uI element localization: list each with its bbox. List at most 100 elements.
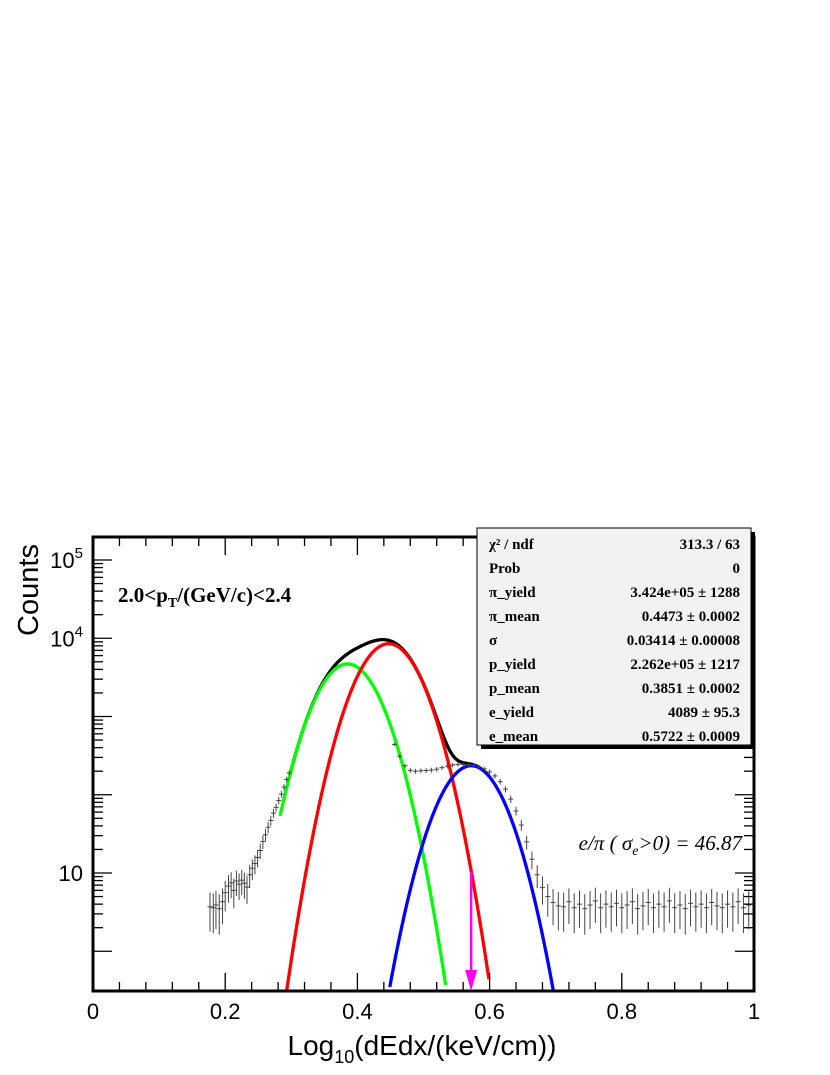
e-pi-ratio-annotation: e/π ( σe>0) = 46.87 [579,831,744,859]
stats-row-label: p_yield [489,657,536,673]
data-point [210,893,216,934]
data-point [725,890,731,928]
x-tick-label: 0.6 [474,999,505,1024]
data-point [434,766,440,772]
data-point [624,891,630,929]
data-point [518,820,524,831]
data-point [635,894,641,935]
data-point [524,835,530,850]
cut-arrow [465,872,478,991]
data-point [255,849,261,868]
data-point [651,893,657,934]
x-tick-label: 0 [87,999,99,1024]
data-point [465,762,471,767]
data-point [672,893,678,934]
stats-row-label: σ [489,633,498,649]
stats-row-label: p_mean [489,681,540,697]
data-point [402,763,408,769]
data-point [492,773,498,779]
data-point [257,843,263,860]
data-point [735,888,741,925]
data-point [450,762,456,768]
data-point [740,893,746,934]
data-point [703,893,709,934]
data-point [698,890,704,928]
data-point [661,892,667,932]
data-point [428,767,434,773]
data-point [714,891,720,931]
data-point [709,888,715,926]
data-point [592,887,598,923]
data-point [284,776,290,783]
data-point [263,829,269,842]
stats-row-label: π_mean [489,609,540,625]
data-point [239,869,245,895]
data-point [497,778,503,785]
data-point [276,797,282,805]
data-point [746,891,752,929]
data-point [576,890,582,928]
data-point [481,766,487,772]
y-tick-label: 10 [59,861,83,886]
x-tick-label: 0.2 [210,999,241,1024]
data-point [216,894,222,935]
data-point [226,875,232,903]
data-point [555,891,561,931]
stats-row-value: 0.03414 ± 0.00008 [627,633,740,649]
data-point [423,768,429,773]
data-point [278,790,284,798]
data-point [268,815,274,826]
data-point [471,763,477,768]
data-point [252,855,258,875]
data-point [286,770,292,776]
data-point [220,888,226,925]
plot-frame [91,535,756,993]
data-point [508,795,514,803]
data-point [608,892,614,932]
data-point [645,888,651,926]
data-point [397,754,403,759]
stats-row-label: Prob [489,561,520,577]
data-point [561,892,567,932]
data-point [688,889,694,927]
data-point [391,742,397,747]
stats-row-label: χ² / ndf [488,537,535,553]
data-point [550,888,556,926]
data-point [222,880,228,912]
data-point [439,765,445,771]
data-point [529,851,535,870]
data-point [247,865,253,889]
data-point [231,878,237,909]
stats-row-value: 0 [733,561,741,577]
data-point [629,888,635,925]
data-point [598,893,604,934]
data-point [693,892,699,932]
stats-row-value: 0.4473 ± 0.0002 [642,609,740,625]
y-tick-label: 105 [50,545,83,573]
x-axis-label: Log10(dEdx/(keV/cm)) [288,1030,557,1067]
data-point [677,891,683,929]
data-point [228,872,234,899]
data-point [418,768,424,774]
data-point [236,873,242,901]
total-fit-curve [288,637,491,778]
stats-row-value: 0.5722 ± 0.0009 [642,729,740,745]
data-point [233,870,239,896]
stats-row-label: e_mean [489,729,539,745]
data-point [682,894,688,935]
data-point [270,808,276,818]
data-point [534,865,540,889]
stats-row-value: 0.3851 ± 0.0002 [642,681,740,697]
data-point [265,822,271,834]
data-point [619,893,625,934]
data-point [666,887,672,923]
data-point [545,883,551,917]
data-point [260,835,266,850]
data-point [656,890,662,928]
stats-row-label: e_yield [489,705,535,721]
stats-row-value: 4089 ± 95.3 [668,705,740,721]
data-point [539,876,545,905]
data-point [249,859,255,881]
x-tick-label: 0.4 [342,999,373,1024]
